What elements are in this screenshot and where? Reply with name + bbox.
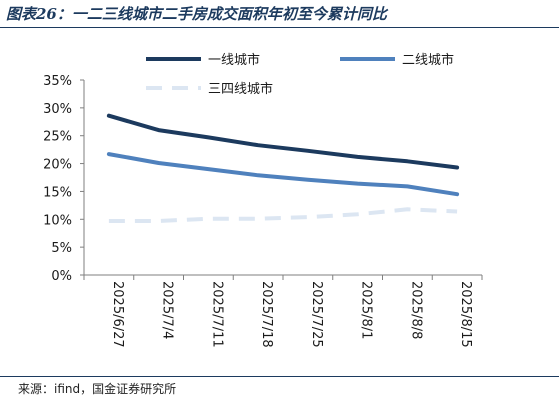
y-tick-label: 35% [43, 74, 72, 89]
series-line-2 [106, 152, 460, 197]
x-tick-label: 2025/7/11 [209, 281, 224, 348]
x-tick-label: 2025/7/4 [160, 281, 175, 339]
series-line-3 [108, 207, 458, 223]
source-note: 来源：ifind，国金证券研究所 [18, 382, 177, 396]
y-tick-label: 10% [43, 213, 72, 228]
chart-series [106, 113, 460, 223]
y-tick-label: 25% [43, 130, 72, 145]
legend-label-2: 二线城市 [402, 52, 454, 68]
y-tick-label: 30% [43, 102, 72, 117]
figure-title: 图表26：一二三线城市二手房成交面积年初至今累计同比 [6, 5, 387, 23]
source-divider [0, 376, 559, 377]
x-tick-label: 2025/8/1 [359, 281, 374, 339]
series-line-1 [106, 113, 460, 170]
x-tick-label: 2025/7/25 [309, 281, 324, 348]
title-divider [0, 27, 559, 28]
legend-label-3: 三四线城市 [208, 81, 273, 97]
y-tick-label: 20% [43, 158, 72, 173]
y-tick-label: 0% [51, 269, 72, 284]
chart-axes: 0% 5% 10% 15% 20% 25% 30% 35% 2025/6/27 2025/7/4 2… [43, 74, 483, 348]
x-tick-label: 2025/8/8 [408, 281, 423, 339]
y-tick-label: 15% [43, 185, 72, 200]
y-tick-label: 5% [51, 241, 72, 256]
x-tick-label: 2025/7/18 [259, 281, 274, 348]
x-tick-label: 2025/8/15 [458, 281, 473, 348]
x-tick-label: 2025/6/27 [110, 281, 125, 348]
legend-label-1: 一线城市 [208, 52, 260, 68]
